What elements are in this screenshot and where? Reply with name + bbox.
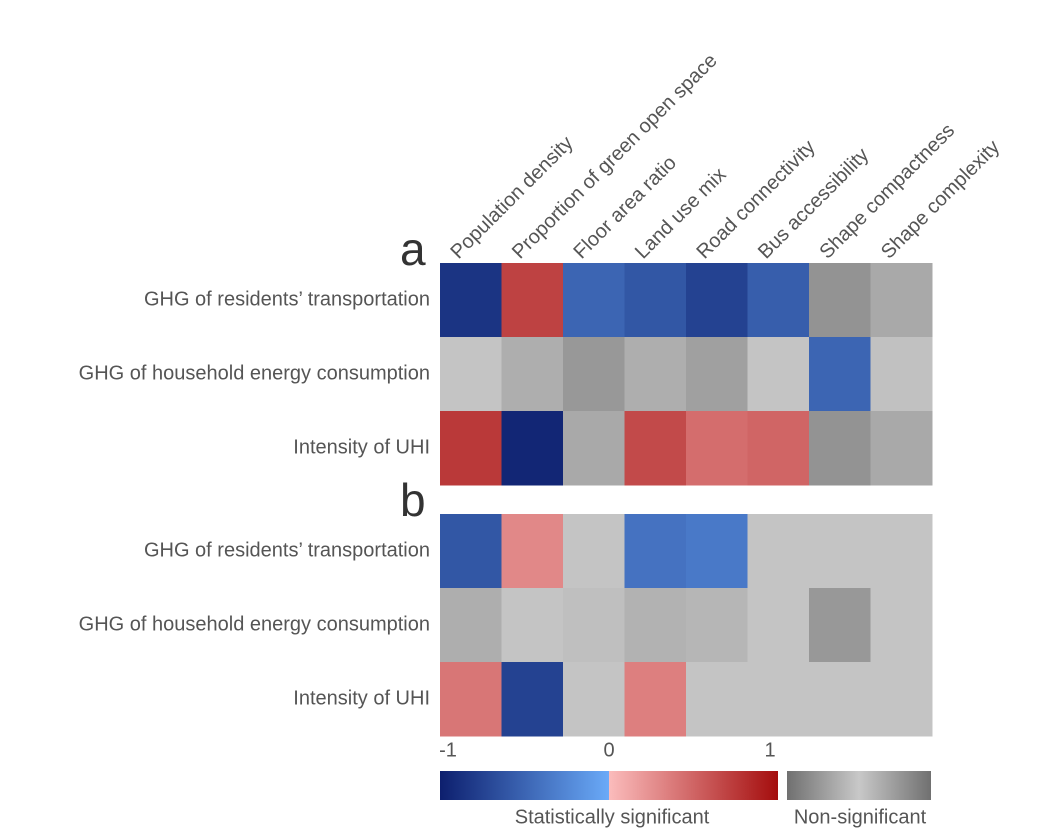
heatmap-cell: [440, 263, 502, 338]
heatmap-cell: [501, 337, 564, 412]
row-label: GHG of residents’ transportation: [144, 539, 430, 561]
heatmap-cell: [563, 514, 625, 589]
heatmap-cell: [809, 411, 871, 486]
heatmap-cell: [563, 662, 625, 737]
heatmap-cell: [563, 411, 625, 486]
heatmap-cell: [686, 514, 748, 589]
heatmap-cell: [809, 662, 871, 737]
heatmap-cell: [563, 337, 625, 412]
heatmap-cell: [563, 263, 625, 338]
row-label: Intensity of UHI: [293, 687, 430, 709]
colorbar-caption: Non-significant: [794, 806, 927, 828]
column-label: Shape complexity: [877, 136, 1004, 263]
heatmap-cell: [624, 588, 687, 663]
heatmap-cell: [624, 514, 687, 589]
heatmap-cell: [870, 411, 933, 486]
column-label: Road connectivity: [692, 136, 819, 263]
colorbar-tick-label: 1: [764, 739, 775, 761]
heatmap-cell: [870, 263, 933, 338]
colorbar-tick-label: 0: [603, 739, 614, 761]
heatmap-cell: [501, 263, 564, 338]
heatmap-cell: [686, 263, 748, 338]
heatmap-cell: [747, 588, 810, 663]
heatmap-cell: [440, 411, 502, 486]
column-label: Bus accessibility: [754, 144, 873, 263]
heatmap-cell: [870, 337, 933, 412]
heatmap-cell: [501, 514, 564, 589]
colorbar-tick-label: -1: [439, 739, 457, 761]
heatmap-cell: [809, 263, 871, 338]
heatmap-cell: [809, 588, 871, 663]
heatmap-cell: [809, 514, 871, 589]
heatmap-cell: [440, 514, 502, 589]
heatmap-cell: [747, 337, 810, 412]
colorbar-caption: Statistically significant: [515, 806, 710, 828]
heatmap-cell: [501, 588, 564, 663]
heatmap-cell: [686, 411, 748, 486]
heatmap-cell: [501, 662, 564, 737]
heatmap-cell: [440, 662, 502, 737]
heatmap-cell: [686, 337, 748, 412]
heatmap-cell: [870, 514, 933, 589]
heatmap-cell: [624, 263, 687, 338]
heatmap-cell: [501, 411, 564, 486]
heatmap-cell: [870, 662, 933, 737]
heatmap-cell: [747, 662, 810, 737]
row-label: GHG of residents’ transportation: [144, 288, 430, 310]
heatmap-cell: [624, 411, 687, 486]
row-label: GHG of household energy consumption: [79, 613, 430, 635]
heatmap-cell: [563, 588, 625, 663]
heatmap-cell: [686, 588, 748, 663]
row-label: GHG of household energy consumption: [79, 362, 430, 384]
colorbar-significant: [440, 771, 778, 800]
heatmap-cell: [440, 588, 502, 663]
panel-label: b: [400, 474, 426, 526]
heatmap-cell: [809, 337, 871, 412]
panel-label: a: [400, 223, 426, 275]
heatmap-cell: [624, 662, 687, 737]
heatmap-cell: [747, 411, 810, 486]
heatmap-cell: [624, 337, 687, 412]
heatmap-cell: [686, 662, 748, 737]
heatmap-cell: [747, 263, 810, 338]
heatmap-cell: [747, 514, 810, 589]
heatmap-cell: [440, 337, 502, 412]
colorbar-nonsignificant: [787, 771, 931, 800]
row-label: Intensity of UHI: [293, 436, 430, 458]
heatmap-cell: [870, 588, 933, 663]
